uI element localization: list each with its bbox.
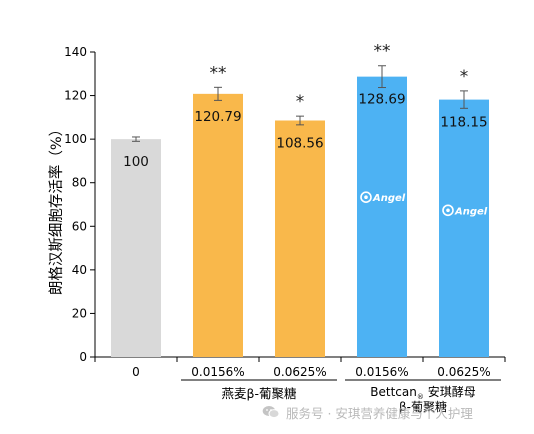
y-tick-label: 20 — [72, 306, 87, 320]
x-tick-label: 0.0625% — [273, 365, 326, 379]
y-tick-label: 120 — [64, 89, 87, 103]
data-label: 100 — [123, 154, 149, 170]
angel-logo-mark — [360, 191, 372, 203]
bar — [193, 93, 243, 358]
data-label: 108.56 — [276, 135, 323, 151]
y-axis-label: 朗格汉斯细胞存活率（%） — [48, 122, 65, 295]
angel-logo-mark — [446, 208, 450, 213]
y-tick-label: 0 — [79, 350, 87, 364]
group-label: 燕麦β-葡聚糖 — [222, 386, 297, 401]
angel-logo-text: Angel — [372, 193, 406, 204]
y-tick-label: 100 — [64, 132, 87, 146]
angel-logo: Angel — [360, 191, 406, 204]
angel-logo-mark — [442, 204, 454, 217]
x-tick-label: 0 — [132, 365, 140, 379]
group-label-line2: β-葡聚糖 — [399, 399, 447, 414]
x-tick-label: 0.0625% — [437, 365, 490, 379]
data-label: 120.79 — [194, 109, 241, 125]
data-label: 128.69 — [358, 92, 405, 108]
bar — [275, 120, 325, 357]
significance-marker: * — [296, 92, 305, 112]
y-tick-label: 140 — [64, 45, 87, 59]
significance-marker: ** — [210, 63, 227, 83]
y-tick-label: 80 — [72, 176, 87, 190]
bar — [357, 76, 407, 357]
wechat-icon — [262, 406, 280, 419]
bar — [111, 139, 161, 357]
group-label: Bettcan® 安琪酵母 — [370, 384, 475, 401]
watermark: 服务号 · 安琪营养健康与个人护理 — [262, 402, 473, 422]
y-tick-label: 60 — [72, 219, 87, 233]
y-tick-label: 40 — [72, 263, 87, 277]
angel-logo-text: Angel — [454, 206, 488, 217]
x-tick-label: 0.0156% — [191, 365, 244, 379]
significance-marker: * — [460, 67, 469, 87]
bar — [439, 99, 489, 358]
data-label: 118.15 — [440, 115, 487, 131]
watermark-text: 服务号 · 安琪营养健康与个人护理 — [286, 405, 473, 421]
x-tick-label: 0.0156% — [355, 365, 408, 379]
significance-marker: ** — [374, 42, 391, 62]
angel-logo-mark — [364, 195, 368, 199]
angel-logo: Angel — [442, 204, 488, 217]
